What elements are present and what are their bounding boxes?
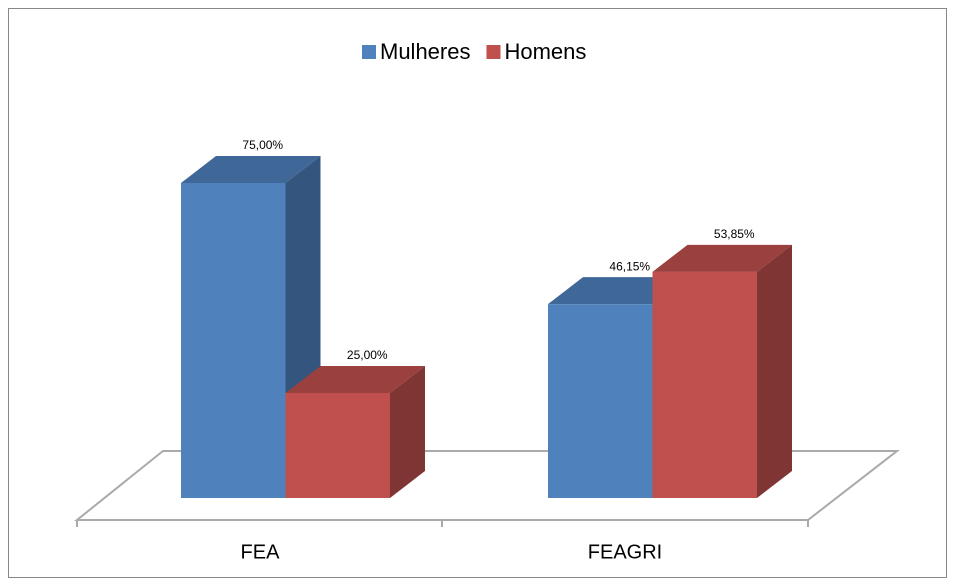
- bar-front: [548, 304, 653, 498]
- bar-top: [285, 366, 425, 393]
- legend-label: Mulheres: [380, 39, 470, 64]
- bar: [285, 366, 425, 498]
- data-label: 46,15%: [609, 259, 650, 273]
- bar-front: [181, 183, 286, 498]
- bar-front: [652, 271, 757, 498]
- legend-swatch: [486, 45, 501, 59]
- bar-front: [285, 393, 390, 498]
- bar-side: [757, 244, 792, 498]
- bar-top: [652, 244, 792, 272]
- x-tick-label: FEA: [241, 541, 281, 563]
- data-label: 25,00%: [347, 348, 388, 362]
- bar: [652, 244, 792, 498]
- legend-label: Homens: [504, 39, 586, 64]
- bar-top: [181, 156, 321, 183]
- bar-side: [390, 366, 425, 498]
- data-label: 75,00%: [242, 138, 283, 152]
- x-tick-label: FEAGRI: [588, 541, 662, 563]
- legend-swatch: [362, 45, 376, 59]
- chart-frame: [8, 8, 947, 578]
- data-label: 53,85%: [714, 227, 755, 241]
